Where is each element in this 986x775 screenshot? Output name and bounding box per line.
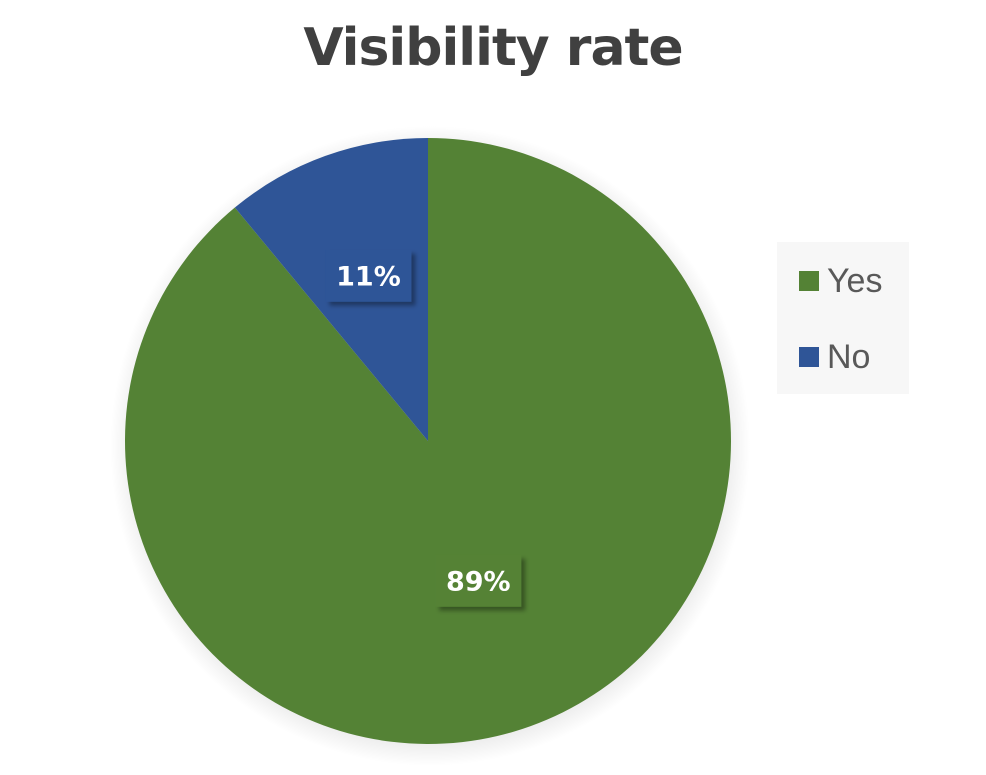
legend-swatch-no <box>799 347 819 367</box>
legend-swatch-yes <box>799 271 819 291</box>
legend: Yes No <box>777 242 909 394</box>
legend-label-yes: Yes <box>827 261 883 300</box>
legend-item-yes: Yes <box>799 262 909 300</box>
data-label-box-yes <box>435 554 522 607</box>
pie-slice-yes <box>125 138 731 744</box>
legend-item-no: No <box>799 338 909 376</box>
data-label-yes: 89% <box>435 554 522 607</box>
data-label-text-yes: 89% <box>446 567 511 598</box>
data-label-no: 11% <box>325 249 412 302</box>
data-label-text-no: 11% <box>336 262 401 293</box>
legend-label-no: No <box>827 337 871 376</box>
chart-title: Visibility rate <box>303 18 683 78</box>
data-label-box-no <box>325 249 412 302</box>
